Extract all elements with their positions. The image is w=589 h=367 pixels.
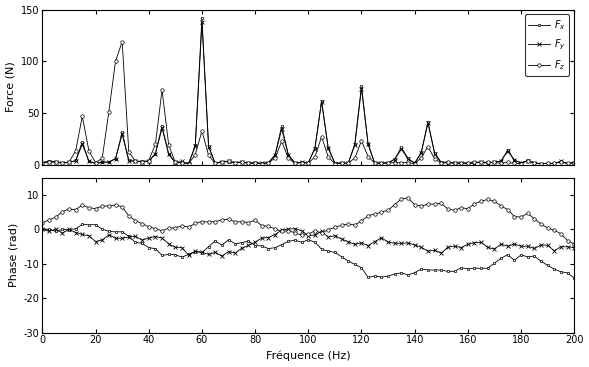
$F_x$ (338, 255, 345, 259)
$F_y$ (531, 161, 538, 165)
Line: $F_x$: $F_x$ (41, 223, 575, 279)
$F_x$ (438, 160, 445, 164)
$F_x$ (478, 266, 485, 271)
$F_x$ (524, 255, 531, 259)
$F_x$ (571, 160, 578, 164)
$F_y$ (511, 158, 518, 162)
$F_x$ (571, 276, 578, 280)
$F_x$ (198, 15, 206, 20)
$F_z$ (484, 160, 491, 164)
$F_z$ (332, 225, 339, 230)
$F_z$ (524, 211, 531, 215)
X-axis label: Fréquence (Hz): Fréquence (Hz) (266, 351, 350, 361)
Line: $F_x$: $F_x$ (41, 16, 575, 165)
$F_x$ (464, 161, 471, 166)
$F_z$ (39, 221, 46, 225)
$F_y$ (385, 161, 392, 165)
$F_x$ (39, 227, 46, 231)
$F_y$ (484, 161, 491, 165)
$F_x$ (504, 252, 511, 257)
Y-axis label: Phase (rad): Phase (rad) (8, 223, 18, 287)
$F_x$ (511, 158, 518, 162)
$F_y$ (345, 161, 352, 166)
$F_z$ (504, 207, 511, 212)
$F_z$ (378, 161, 385, 166)
$F_x$ (531, 161, 538, 166)
$F_y$ (39, 227, 46, 232)
$F_x$ (438, 268, 445, 272)
$F_y$ (292, 226, 299, 231)
Legend: $F_x$, $F_y$, $F_z$: $F_x$, $F_y$, $F_z$ (525, 14, 570, 76)
Line: $F_z$: $F_z$ (41, 196, 576, 246)
$F_y$ (385, 240, 392, 244)
$F_y$ (198, 20, 206, 25)
$F_x$ (484, 161, 491, 165)
$F_y$ (39, 161, 46, 166)
$F_y$ (185, 161, 192, 166)
$F_y$ (444, 245, 451, 249)
$F_z$ (405, 196, 412, 200)
Line: $F_y$: $F_y$ (41, 227, 576, 258)
$F_z$ (371, 212, 378, 216)
$F_y$ (571, 160, 578, 165)
$F_y$ (219, 254, 226, 258)
$F_z$ (118, 39, 125, 44)
$F_z$ (571, 242, 578, 247)
$F_x$ (378, 275, 385, 279)
$F_x$ (79, 222, 86, 226)
$F_y$ (444, 161, 451, 165)
Y-axis label: Force (N): Force (N) (5, 62, 15, 112)
$F_z$ (39, 160, 46, 165)
$F_z$ (338, 161, 345, 166)
$F_y$ (511, 242, 518, 246)
Line: $F_y$: $F_y$ (41, 21, 576, 166)
$F_x$ (378, 160, 385, 165)
Line: $F_z$: $F_z$ (41, 40, 576, 166)
$F_y$ (484, 245, 491, 250)
$F_z$ (438, 201, 445, 206)
$F_y$ (531, 246, 538, 251)
$F_z$ (531, 160, 538, 165)
$F_x$ (338, 161, 345, 165)
$F_y$ (571, 246, 578, 250)
$F_z$ (511, 161, 518, 166)
$F_z$ (571, 161, 578, 165)
$F_z$ (411, 161, 418, 166)
$F_z$ (444, 160, 451, 164)
$F_x$ (39, 160, 46, 165)
$F_z$ (478, 199, 485, 203)
$F_y$ (345, 240, 352, 244)
